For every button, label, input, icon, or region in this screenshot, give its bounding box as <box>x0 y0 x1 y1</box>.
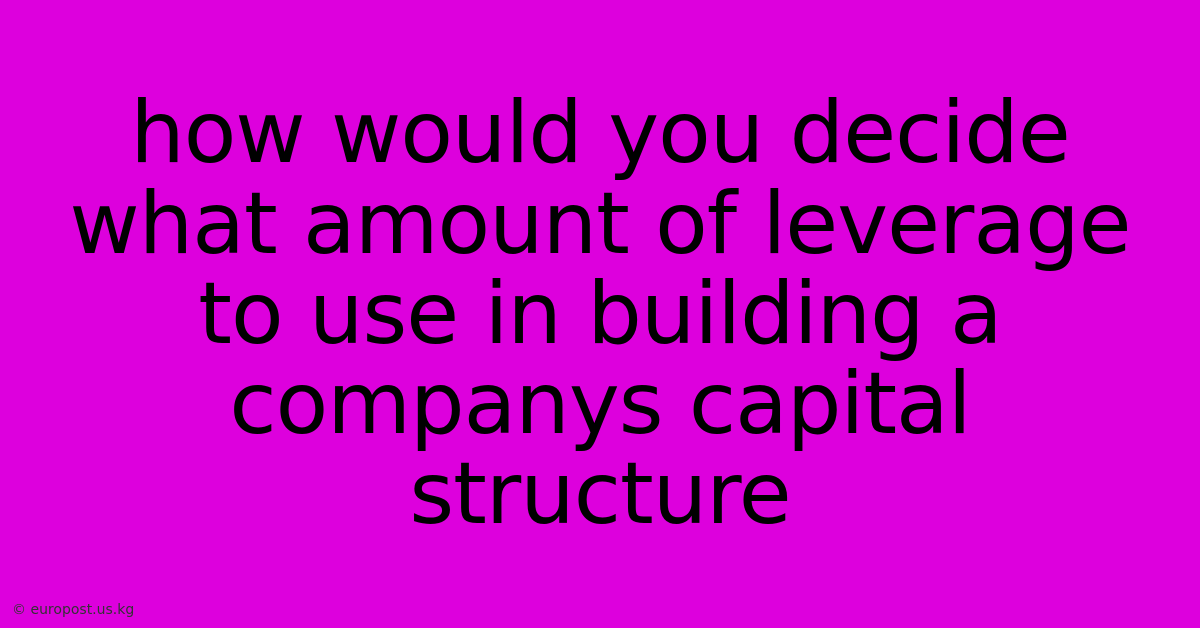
main-text: how would you decide what amount of leve… <box>0 88 1200 539</box>
attribution: © europost.us.kg <box>12 602 134 618</box>
text-card: how would you decide what amount of leve… <box>0 0 1200 628</box>
